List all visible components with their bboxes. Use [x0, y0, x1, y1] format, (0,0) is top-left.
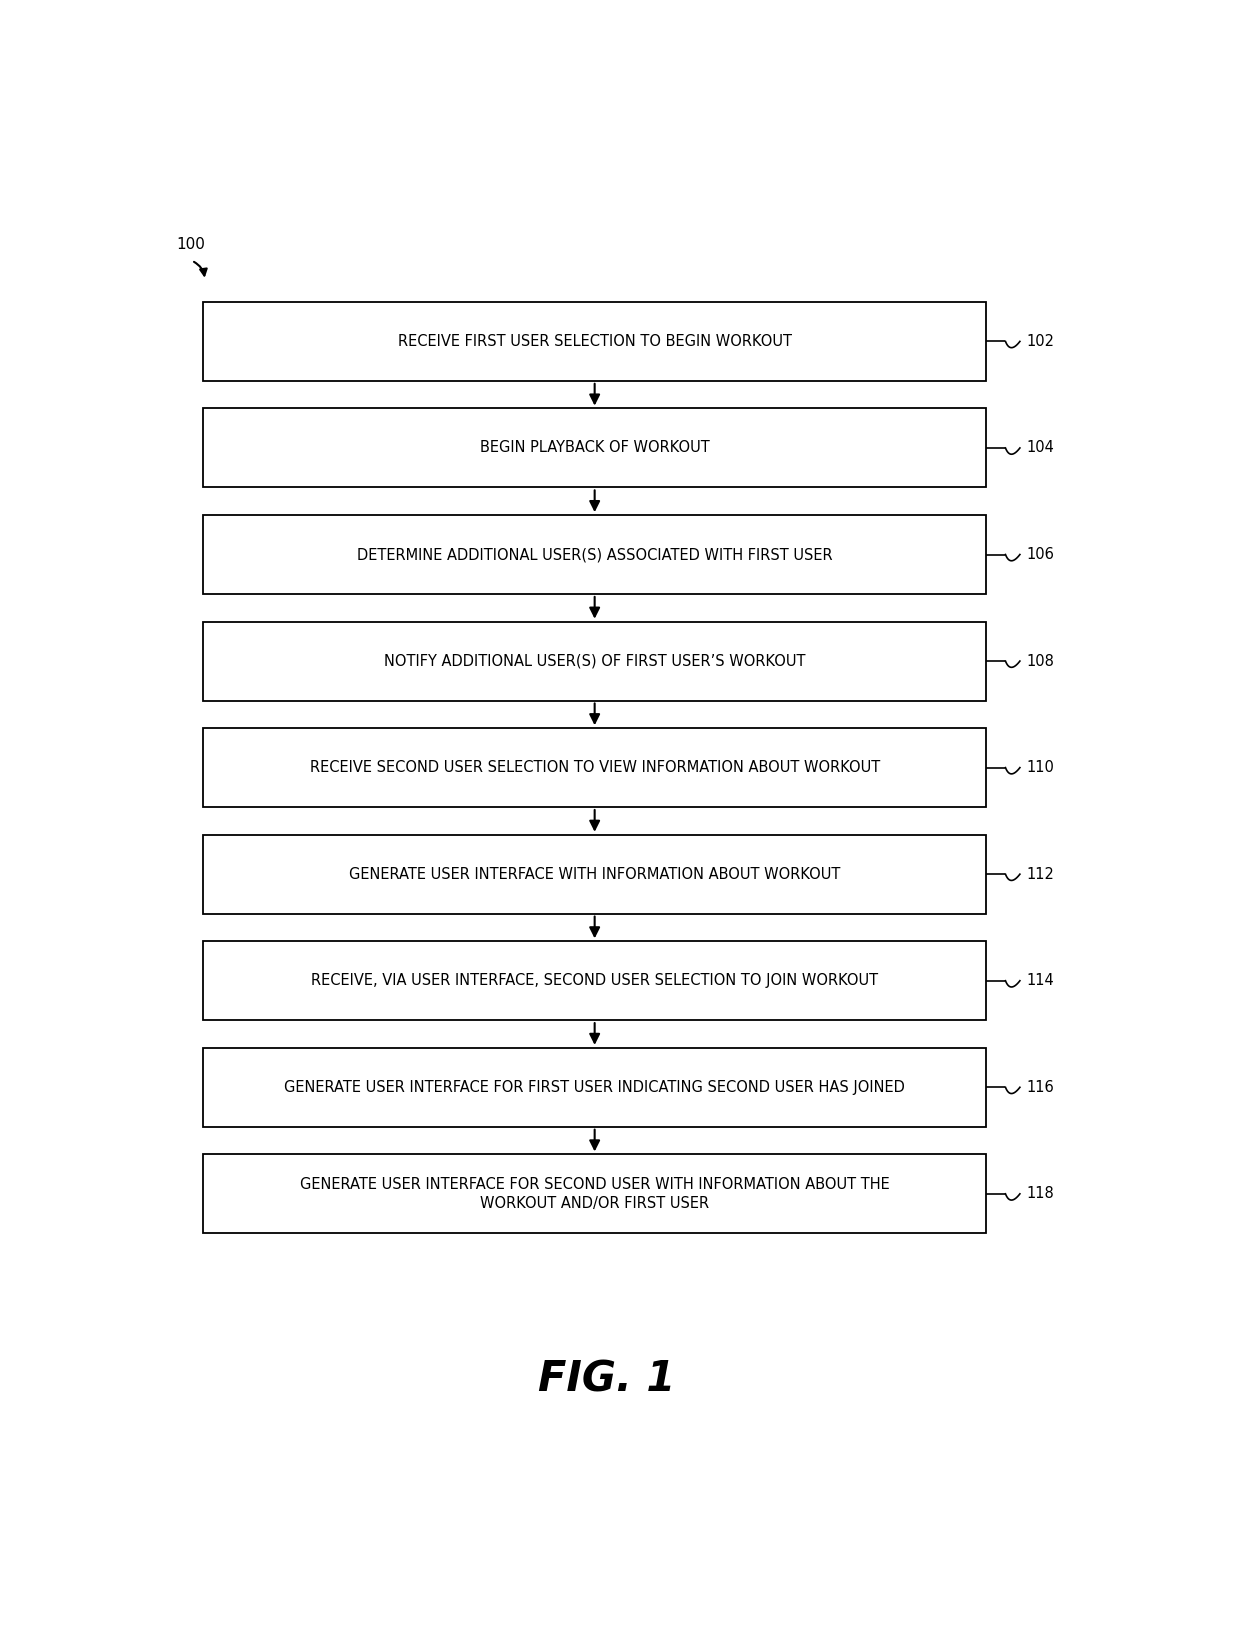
Text: GENERATE USER INTERFACE WITH INFORMATION ABOUT WORKOUT: GENERATE USER INTERFACE WITH INFORMATION… [348, 866, 841, 882]
FancyBboxPatch shape [203, 301, 986, 381]
Text: RECEIVE FIRST USER SELECTION TO BEGIN WORKOUT: RECEIVE FIRST USER SELECTION TO BEGIN WO… [398, 334, 791, 348]
Text: 102: 102 [1027, 334, 1055, 348]
Text: GENERATE USER INTERFACE FOR SECOND USER WITH INFORMATION ABOUT THE
WORKOUT AND/O: GENERATE USER INTERFACE FOR SECOND USER … [300, 1177, 889, 1211]
Text: 112: 112 [1027, 866, 1054, 882]
Text: 118: 118 [1027, 1187, 1054, 1201]
Text: 100: 100 [176, 236, 205, 252]
FancyBboxPatch shape [203, 835, 986, 913]
Text: FIG. 1: FIG. 1 [538, 1359, 676, 1402]
FancyBboxPatch shape [203, 514, 986, 594]
FancyBboxPatch shape [203, 941, 986, 1021]
FancyBboxPatch shape [203, 1048, 986, 1127]
FancyBboxPatch shape [203, 622, 986, 700]
Text: DETERMINE ADDITIONAL USER(S) ASSOCIATED WITH FIRST USER: DETERMINE ADDITIONAL USER(S) ASSOCIATED … [357, 547, 832, 562]
Text: 114: 114 [1027, 974, 1054, 988]
Text: RECEIVE, VIA USER INTERFACE, SECOND USER SELECTION TO JOIN WORKOUT: RECEIVE, VIA USER INTERFACE, SECOND USER… [311, 974, 878, 988]
Text: 104: 104 [1027, 441, 1054, 456]
Text: NOTIFY ADDITIONAL USER(S) OF FIRST USER’S WORKOUT: NOTIFY ADDITIONAL USER(S) OF FIRST USER’… [384, 653, 806, 669]
Text: 116: 116 [1027, 1079, 1054, 1094]
Text: 108: 108 [1027, 653, 1054, 669]
FancyBboxPatch shape [203, 1154, 986, 1234]
FancyBboxPatch shape [203, 409, 986, 487]
Text: RECEIVE SECOND USER SELECTION TO VIEW INFORMATION ABOUT WORKOUT: RECEIVE SECOND USER SELECTION TO VIEW IN… [310, 760, 880, 775]
Text: 106: 106 [1027, 547, 1054, 562]
Text: GENERATE USER INTERFACE FOR FIRST USER INDICATING SECOND USER HAS JOINED: GENERATE USER INTERFACE FOR FIRST USER I… [284, 1079, 905, 1094]
FancyBboxPatch shape [203, 728, 986, 807]
Text: 110: 110 [1027, 760, 1054, 775]
Text: BEGIN PLAYBACK OF WORKOUT: BEGIN PLAYBACK OF WORKOUT [480, 441, 709, 456]
